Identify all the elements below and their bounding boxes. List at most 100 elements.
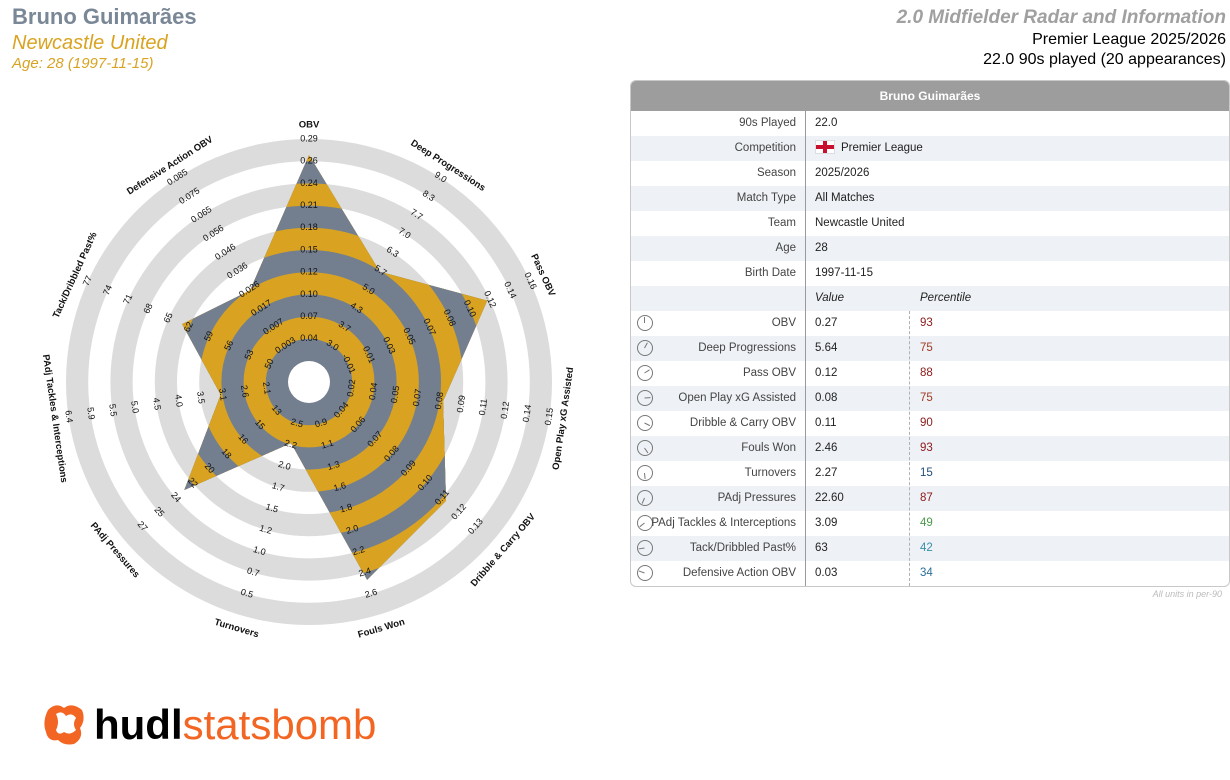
tick-label: 22 xyxy=(186,476,200,490)
info-label: Team xyxy=(767,217,796,229)
tick-label: 77 xyxy=(81,274,94,287)
tick-label: 0.04 xyxy=(300,333,318,343)
tick-label: 56 xyxy=(222,339,235,352)
tick-label: 74 xyxy=(101,283,114,296)
units-footnote: All units in per-90 xyxy=(1152,589,1222,599)
card-title: Bruno Guimarães xyxy=(631,81,1229,111)
tick-label: 0.5 xyxy=(240,587,255,600)
tick-label: 4.0 xyxy=(173,394,185,408)
metric-gauge-icon xyxy=(637,565,653,581)
metric-header-row: Value Percentile xyxy=(631,286,1229,311)
metric-value: 3.09 xyxy=(815,517,838,529)
axis-name-label: Turnovers xyxy=(213,617,260,640)
info-label: Birth Date xyxy=(744,267,796,279)
league-line: Premier League 2025/2026 xyxy=(1032,31,1226,48)
metric-gauge-icon xyxy=(637,340,653,356)
tick-label: 0.14 xyxy=(521,404,533,423)
tick-label: 2.0 xyxy=(345,523,360,536)
hudl-statsbomb-logo: hudlstatsbomb xyxy=(42,700,376,750)
info-row: Team Newcastle United xyxy=(631,211,1229,236)
tick-label: 68 xyxy=(141,302,154,315)
metric-gauge-icon xyxy=(637,540,653,556)
tick-label: 62 xyxy=(182,320,195,333)
metric-label: Turnovers xyxy=(744,467,796,479)
axis-name-label: Open Play xG Assisted xyxy=(551,366,577,470)
metric-gauge-icon xyxy=(637,315,653,331)
metric-label: OBV xyxy=(771,317,796,329)
tick-label: 13 xyxy=(270,403,284,417)
center-hole xyxy=(288,361,330,403)
tick-label: 2.6 xyxy=(364,587,379,600)
metric-label: PAdj Tackles & Interceptions xyxy=(651,517,796,529)
metric-gauge-icon xyxy=(637,390,653,406)
tick-label: 1.0 xyxy=(252,544,267,557)
gauge-hand xyxy=(644,317,645,323)
info-row: Competition Premier League xyxy=(631,136,1229,161)
tick-label: 3.5 xyxy=(195,391,207,405)
tick-label: 1.3 xyxy=(326,459,341,472)
metric-value: 22.60 xyxy=(815,492,844,504)
tick-label: 1.7 xyxy=(271,480,286,493)
tick-label: 18 xyxy=(219,446,233,460)
tick-label: 1.1 xyxy=(320,438,335,451)
tick-label: 15 xyxy=(253,417,267,431)
england-flag-icon xyxy=(815,139,835,154)
info-value-text: 2025/2026 xyxy=(815,167,870,179)
metric-row: OBV 0.27 93 xyxy=(631,311,1229,336)
tick-label: 27 xyxy=(136,519,150,533)
radar-title: 2.0 Midfielder Radar and Information xyxy=(896,7,1226,28)
tick-label: 4.5 xyxy=(151,397,163,411)
metric-gauge-icon xyxy=(637,490,653,506)
info-value: All Matches xyxy=(815,186,874,211)
tick-label: 0.02 xyxy=(345,379,357,398)
axis-name-label: Fouls Won xyxy=(357,616,407,640)
metric-row: PAdj Tackles & Interceptions 3.09 49 xyxy=(631,511,1229,536)
tick-label: 5.0 xyxy=(129,400,141,414)
percentile-header: Percentile xyxy=(920,292,972,304)
metric-row: Fouls Won 2.46 93 xyxy=(631,436,1229,461)
metric-gauge-icon xyxy=(637,365,653,381)
metric-gauge-icon xyxy=(637,515,653,531)
metric-gauge-icon xyxy=(637,465,653,481)
tick-label: 0.12 xyxy=(499,401,511,420)
tick-label: 2.5 xyxy=(290,416,305,429)
tick-label: 53 xyxy=(242,348,255,361)
tick-label: 20 xyxy=(203,461,217,475)
metric-row: Turnovers 2.27 15 xyxy=(631,461,1229,486)
metric-row: Deep Progressions 5.64 75 xyxy=(631,336,1229,361)
metric-percentile: 34 xyxy=(920,567,933,579)
tick-label: 0.07 xyxy=(411,388,423,407)
info-value: 2025/2026 xyxy=(815,161,869,186)
tick-label: 0.05 xyxy=(389,385,401,404)
metric-row: Open Play xG Assisted 0.08 75 xyxy=(631,386,1229,411)
info-value-text: 28 xyxy=(815,242,828,254)
info-value: 1997-11-15 xyxy=(815,261,873,286)
tick-label: 1.5 xyxy=(265,501,280,514)
tick-label: 2.1 xyxy=(261,381,273,395)
metric-value: 2.46 xyxy=(815,442,838,454)
tick-label: 0.26 xyxy=(300,156,318,166)
team-name: Newcastle United xyxy=(12,32,168,54)
info-value-text: Premier League xyxy=(841,142,923,154)
tick-label: 5.5 xyxy=(107,403,119,417)
tick-label: 50 xyxy=(263,357,276,370)
metric-gauge-icon xyxy=(637,440,653,456)
metric-percentile: 42 xyxy=(920,542,933,554)
percentile-divider xyxy=(909,311,910,586)
tick-label: 0.18 xyxy=(300,222,318,232)
metric-value: 0.11 xyxy=(815,417,837,429)
tick-label: 71 xyxy=(121,293,134,306)
tick-label: 16 xyxy=(236,432,250,446)
logo-mark-icon xyxy=(44,705,84,745)
info-label: Competition xyxy=(734,142,796,154)
info-row: Birth Date 1997-11-15 xyxy=(631,261,1229,286)
metric-label: Tack/Dribbled Past% xyxy=(689,542,796,554)
tick-label: 0.10 xyxy=(300,289,318,299)
tick-label: 59 xyxy=(202,329,215,342)
info-label: 90s Played xyxy=(739,117,796,129)
info-value-text: Newcastle United xyxy=(815,217,905,229)
tick-label: 1.8 xyxy=(339,501,354,514)
metric-row: Dribble & Carry OBV 0.11 90 xyxy=(631,411,1229,436)
info-card: Bruno Guimarães 90s Played 22.0 Competitio… xyxy=(630,80,1230,587)
tick-label: 0.04 xyxy=(367,382,379,401)
